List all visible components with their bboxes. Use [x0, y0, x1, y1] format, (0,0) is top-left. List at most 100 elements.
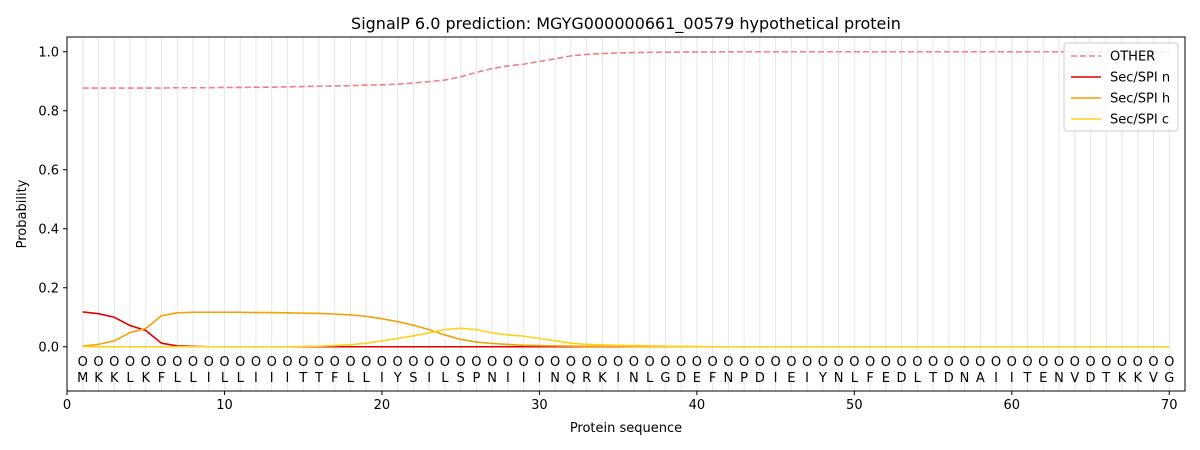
series-lines [82, 50, 1170, 348]
region-marker: O [219, 355, 229, 370]
region-marker: O [487, 355, 497, 370]
region-marker: O [456, 355, 466, 370]
region-marker: O [739, 355, 749, 370]
residue-label: I [805, 371, 809, 386]
series-line-sec-spi-c [82, 327, 1170, 348]
residue-label: I [506, 371, 510, 386]
residue-label: L [851, 371, 859, 386]
region-marker: O [597, 355, 607, 370]
series-line-sec-spi-n [82, 311, 1170, 348]
y-tick-label: 0.4 [38, 222, 59, 237]
residue-label: V [1070, 371, 1079, 386]
residue-label: L [237, 371, 245, 386]
y-tick-label: 0.8 [38, 104, 59, 119]
region-marker: O [833, 355, 843, 370]
region-marker: O [141, 355, 151, 370]
residue-label: G [1164, 371, 1174, 386]
region-marker: O [786, 355, 796, 370]
residue-label: I [380, 371, 384, 386]
residue-label: F [866, 371, 873, 386]
region-marker: O [345, 355, 355, 370]
residue-label: S [457, 371, 465, 386]
region-marker: O [676, 355, 686, 370]
region-marker: O [1085, 355, 1095, 370]
region-marker: O [204, 355, 214, 370]
region-marker: O [93, 355, 103, 370]
region-marker: O [1164, 355, 1174, 370]
region-marker: O [440, 355, 450, 370]
region-marker: O [1148, 355, 1158, 370]
region-marker: O [566, 355, 576, 370]
residue-label: D [944, 371, 954, 386]
residue-label: G [660, 371, 670, 386]
residue-label: L [174, 371, 182, 386]
legend-label: OTHER [1110, 50, 1155, 65]
residue-label: T [928, 371, 937, 386]
residue-label: F [158, 371, 165, 386]
residue-label: M [77, 371, 88, 386]
region-marker: O [755, 355, 765, 370]
region-marker: O [125, 355, 135, 370]
x-axis-label: Protein sequence [570, 421, 682, 436]
region-marker: O [188, 355, 198, 370]
region-marker: O [928, 355, 938, 370]
residue-label: I [537, 371, 541, 386]
x-tick-label: 20 [374, 398, 391, 413]
x-tick-label: 70 [1161, 398, 1178, 413]
region-marker: O [377, 355, 387, 370]
legend-box [1063, 42, 1179, 132]
region-marker: O [361, 355, 371, 370]
region-marker: O [896, 355, 906, 370]
legend: OTHER Sec/SPI n Sec/SPI h Sec/SPI c [1063, 42, 1179, 132]
region-marker: O [645, 355, 655, 370]
y-axis-label: Probability [15, 179, 30, 248]
legend-label: Sec/SPI c [1110, 113, 1169, 128]
residue-label: N [723, 371, 733, 386]
region-marker: O [156, 355, 166, 370]
residue-label: F [331, 371, 338, 386]
x-tick-label: 0 [63, 398, 71, 413]
region-marker: O [1133, 355, 1143, 370]
residue-label: D [897, 371, 907, 386]
residue-label: T [314, 371, 323, 386]
region-marker: O [519, 355, 529, 370]
series-line-other [82, 50, 1170, 89]
x-tick-label: 40 [689, 398, 706, 413]
residue-label: E [787, 371, 795, 386]
region-marker: O [818, 355, 828, 370]
residue-labels: OMOKOKOLOKOFOLOLOIOLOLOIOIOIOTOTOFOLOLOI… [77, 355, 1174, 386]
residue-label: I [1010, 371, 1014, 386]
region-marker: O [582, 355, 592, 370]
residue-label: Y [818, 371, 827, 386]
residue-label: I [616, 371, 620, 386]
residue-label: I [522, 371, 526, 386]
region-marker: O [944, 355, 954, 370]
residue-label: S [409, 371, 417, 386]
plot-frame [66, 36, 1186, 392]
residue-label: D [755, 371, 765, 386]
region-marker: O [849, 355, 859, 370]
legend-label: Sec/SPI h [1110, 92, 1170, 107]
residue-label: T [1101, 371, 1110, 386]
residue-label: D [1086, 371, 1096, 386]
residue-label: K [598, 371, 607, 386]
residue-label: N [629, 371, 639, 386]
residue-label: L [126, 371, 134, 386]
residue-label: R [582, 371, 591, 386]
residue-label: I [286, 371, 290, 386]
residue-label: L [221, 371, 229, 386]
residue-label: K [110, 371, 119, 386]
region-marker: O [251, 355, 261, 370]
region-marker: O [1070, 355, 1080, 370]
region-marker: O [692, 355, 702, 370]
region-marker: O [172, 355, 182, 370]
x-tick-label: 10 [216, 398, 233, 413]
region-marker: O [471, 355, 481, 370]
residue-label: Y [393, 371, 402, 386]
residue-label: I [207, 371, 211, 386]
residue-label: E [1039, 371, 1047, 386]
region-marker: O [991, 355, 1001, 370]
residue-label: E [882, 371, 890, 386]
residue-label: L [363, 371, 371, 386]
residue-label: T [1023, 371, 1032, 386]
